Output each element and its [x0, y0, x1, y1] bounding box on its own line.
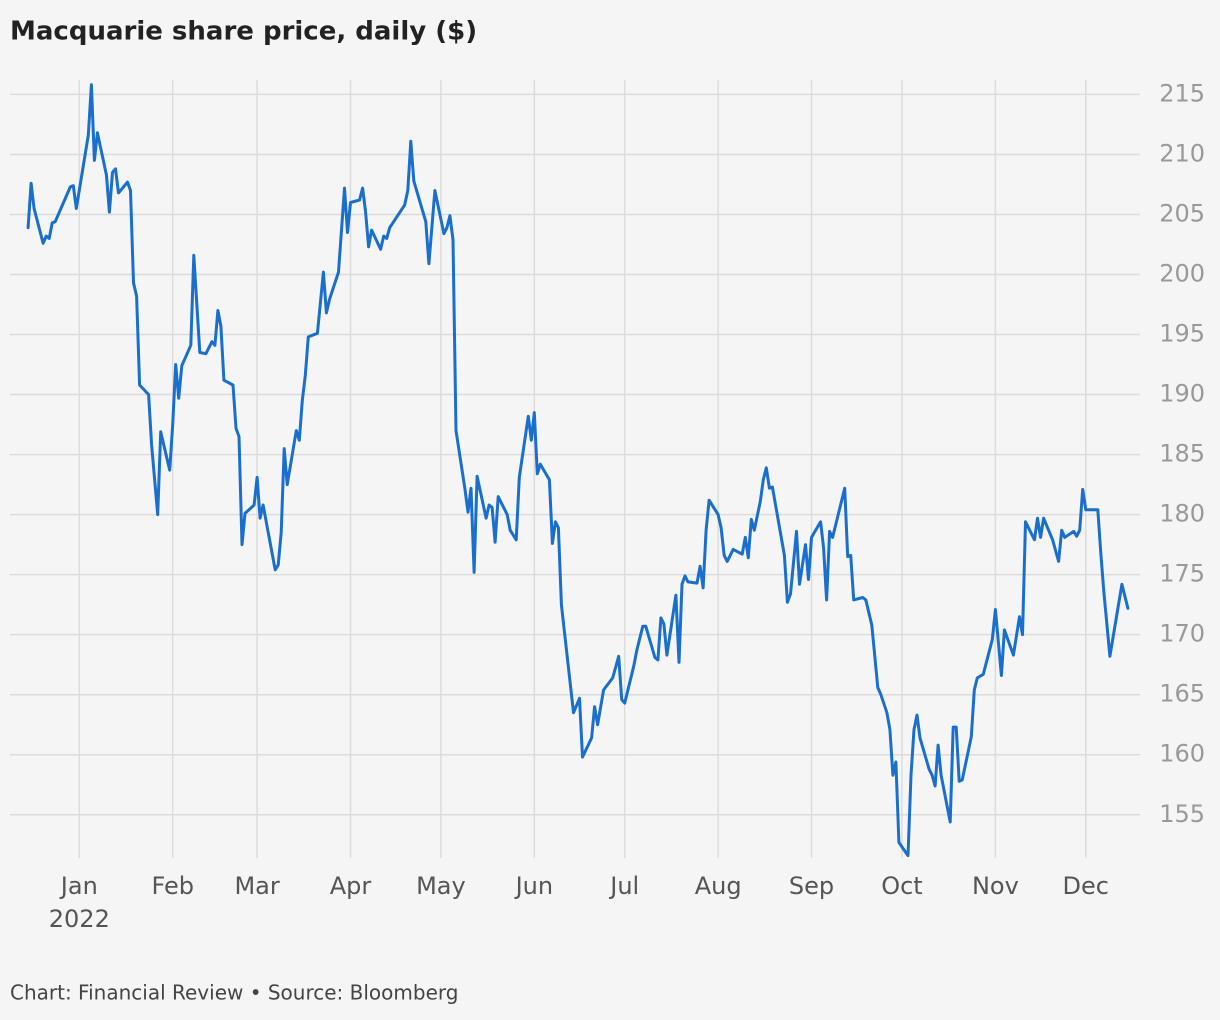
x-tick-label: Apr	[330, 872, 372, 900]
y-tick-label: 195	[1159, 320, 1205, 348]
x-year-label: 2022	[49, 905, 110, 933]
price-line	[26, 83, 1130, 858]
x-tick-label: Nov	[972, 872, 1019, 900]
y-tick-label: 155	[1159, 800, 1205, 828]
y-tick-label: 180	[1159, 500, 1205, 528]
y-tick-label: 170	[1159, 620, 1205, 648]
y-tick-label: 205	[1159, 199, 1205, 227]
x-tick-label: Jun	[514, 872, 554, 900]
y-tick-label: 185	[1159, 440, 1205, 468]
y-tick-label: 200	[1159, 260, 1205, 288]
y-tick-label: 190	[1159, 380, 1205, 408]
y-tick-label: 175	[1159, 560, 1205, 588]
chart-title: Macquarie share price, daily ($)	[10, 17, 477, 47]
x-tick-label: Mar	[234, 872, 279, 900]
source: Chart: Financial Review • Source: Bloomb…	[10, 981, 458, 1005]
y-tick-label: 215	[1159, 79, 1205, 107]
x-tick-label: Feb	[151, 872, 194, 900]
y-tick-label: 160	[1159, 740, 1205, 768]
x-tick-label: Oct	[881, 872, 923, 900]
y-tick-label: 165	[1159, 680, 1205, 708]
x-tick-label: Sep	[789, 872, 834, 900]
x-tick-label: Aug	[695, 872, 742, 900]
x-tick-label: Dec	[1063, 872, 1109, 900]
x-tick-label: May	[416, 872, 466, 900]
x-tick-label: Jul	[608, 872, 639, 900]
x-tick-label: Jan	[59, 872, 98, 900]
y-tick-label: 210	[1159, 139, 1205, 167]
